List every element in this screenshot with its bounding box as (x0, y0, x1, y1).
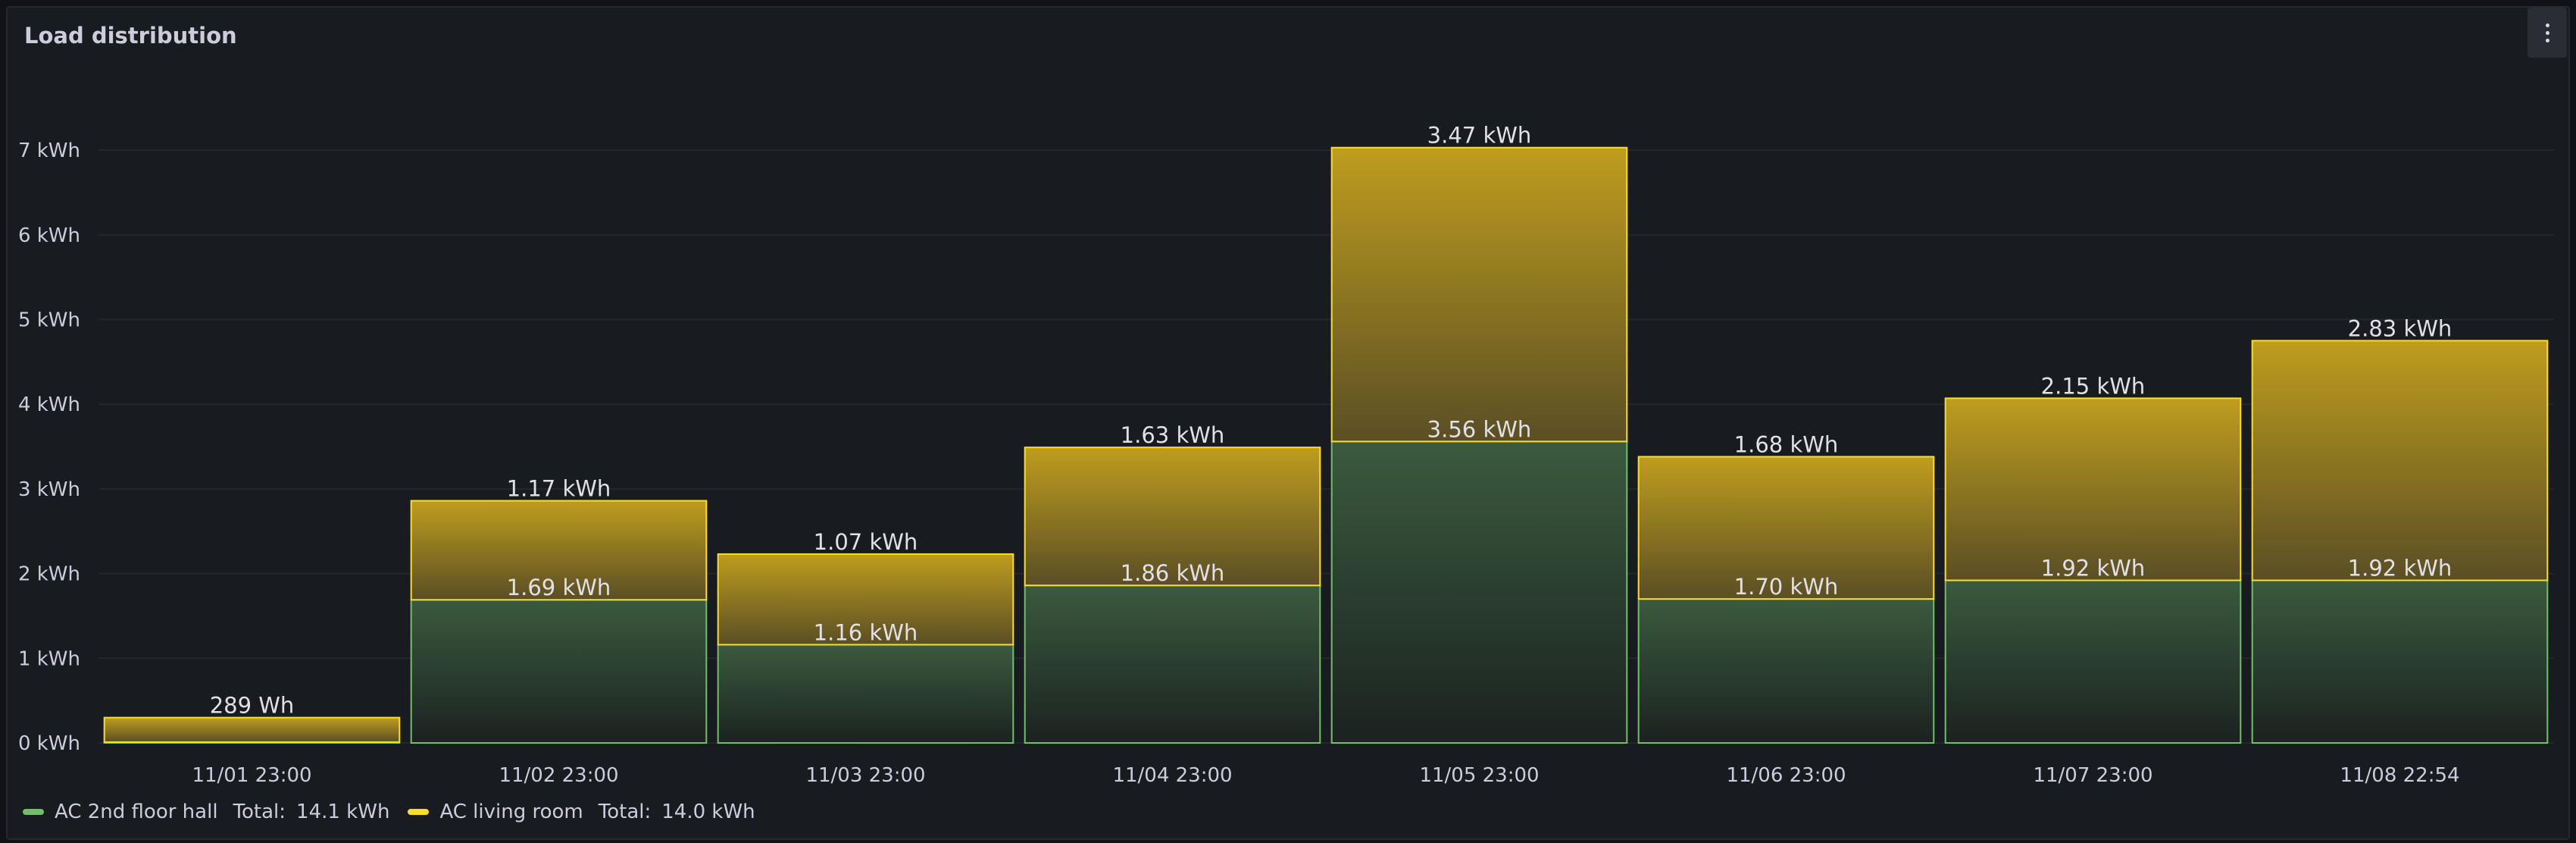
bar-ac-2nd-floor-hall-1[interactable] (410, 599, 708, 744)
panel-title: Load distribution (24, 23, 237, 49)
data-label: 1.63 kWh (1121, 422, 1225, 448)
bar-ac-living-room-1[interactable] (410, 500, 708, 601)
bar-ac-living-room-4[interactable] (1330, 146, 1628, 443)
y-tick-label: 1 kWh (18, 647, 80, 670)
data-label: 2.15 kWh (2041, 373, 2146, 399)
data-label: 1.07 kWh (814, 529, 918, 555)
data-labels: 289 Wh 1.69 kWh 1.17 kWh 1.16 kWh 1.07 kWh 1.… (210, 123, 2453, 719)
legend-total-label: Total: (233, 801, 286, 823)
legend-series-name: AC 2nd floor hall (55, 801, 218, 823)
y-tick-label: 3 kWh (18, 478, 80, 501)
bar-ac-living-room-0[interactable] (103, 716, 401, 743)
y-tick-label: 7 kWh (18, 139, 80, 162)
x-tick-label: 11/06 23:00 (1726, 764, 1846, 787)
data-label: 1.92 kWh (2348, 556, 2453, 581)
y-tick-label: 0 kWh (18, 732, 80, 755)
legend-item-ac-living-room[interactable]: AC living room Total: 14.0 kWh (408, 801, 755, 823)
legend-total-value: 14.0 kWh (661, 801, 755, 823)
legend-item-ac-2nd-floor-hall[interactable]: AC 2nd floor hall Total: 14.1 kWh (23, 801, 389, 823)
bar-ac-living-room-7[interactable] (2251, 340, 2549, 581)
bar-ac-2nd-floor-hall-3[interactable] (1024, 584, 1321, 744)
bar-ac-living-room-5[interactable] (1637, 456, 1935, 600)
bar-ac-2nd-floor-hall-2[interactable] (717, 644, 1014, 744)
data-label: 1.69 kWh (507, 575, 611, 600)
bar-ac-living-room-3[interactable] (1024, 447, 1321, 587)
data-label: 3.47 kWh (1427, 123, 1532, 149)
bar-ac-2nd-floor-hall-4[interactable] (1330, 440, 1628, 744)
legend-swatch-green (23, 809, 44, 815)
x-tick-label: 11/05 23:00 (1419, 764, 1539, 787)
legend-total-label: Total: (598, 801, 652, 823)
y-tick-label: 2 kWh (18, 563, 80, 586)
bar-ac-living-room-6[interactable] (1944, 397, 2242, 581)
legend-total-value: 14.1 kWh (296, 801, 390, 823)
y-tick-label: 6 kWh (18, 224, 80, 247)
y-tick-label: 4 kWh (18, 393, 80, 416)
vertical-ellipsis-icon (2545, 23, 2549, 27)
bar-ac-2nd-floor-hall-7[interactable] (2251, 579, 2549, 744)
x-tick-label: 11/04 23:00 (1112, 764, 1232, 787)
x-tick-label: 11/02 23:00 (499, 764, 618, 787)
x-tick-label: 11/03 23:00 (805, 764, 925, 787)
x-axis-ticks: 11/01 23:00 11/02 23:00 11/03 23:00 11/04 2… (192, 764, 2459, 787)
data-label: 2.83 kWh (2348, 315, 2453, 341)
data-label: 1.70 kWh (1734, 574, 1839, 600)
x-tick-label: 11/01 23:00 (192, 764, 311, 787)
bar-ac-living-room-2[interactable] (717, 553, 1014, 646)
x-tick-label: 11/08 22:54 (2340, 764, 2459, 787)
data-label: 1.68 kWh (1734, 431, 1839, 457)
x-tick-label: 11/07 23:00 (2033, 764, 2152, 787)
data-label: 1.17 kWh (507, 476, 611, 502)
data-label: 1.92 kWh (2041, 556, 2146, 581)
data-label: 1.16 kWh (814, 619, 918, 645)
legend: AC 2nd floor hall Total: 14.1 kWh AC liv… (23, 801, 755, 823)
data-label: 1.86 kWh (1121, 560, 1225, 586)
data-label: 3.56 kWh (1427, 416, 1532, 442)
panel-menu-button[interactable] (2528, 8, 2567, 58)
y-axis-ticks: 0 kWh 1 kWh 2 kWh 3 kWh 4 kWh 5 kWh 6 kWh 7 kWh (18, 139, 80, 755)
data-label: 289 Wh (210, 693, 295, 719)
bars (103, 146, 2549, 744)
y-tick-label: 5 kWh (18, 309, 80, 332)
legend-series-name: AC living room (439, 801, 583, 823)
bar-ac-2nd-floor-hall-5[interactable] (1637, 598, 1935, 744)
legend-swatch-yellow (408, 809, 430, 815)
bar-ac-2nd-floor-hall-6[interactable] (1944, 579, 2242, 744)
